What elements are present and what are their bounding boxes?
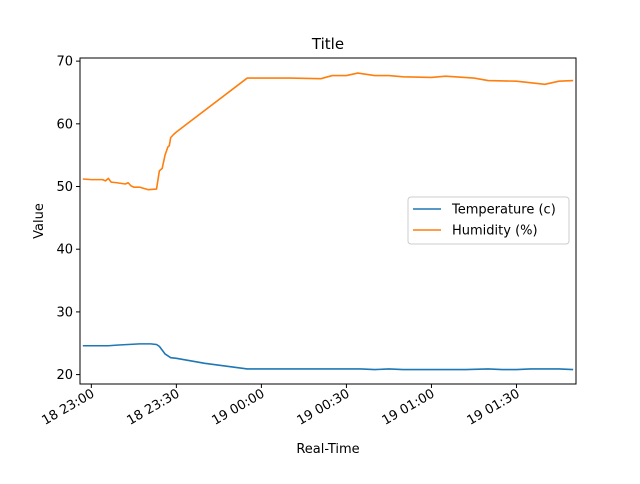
axis-labels-layer: Real-Time Value bbox=[32, 203, 360, 457]
chart-title-layer: Title bbox=[311, 35, 344, 53]
y-tick-label: 60 bbox=[56, 117, 73, 132]
x-tick-label: 18 23:00 bbox=[39, 386, 97, 428]
legend: Temperature (c) Humidity (%) bbox=[407, 196, 570, 245]
legend-label-0: Temperature (c) bbox=[451, 203, 556, 218]
x-tick-label: 18 23:30 bbox=[125, 386, 183, 428]
legend-label-1: Humidity (%) bbox=[452, 224, 538, 239]
y-tick-label: 40 bbox=[56, 243, 73, 258]
y-tick-label: 20 bbox=[56, 368, 73, 383]
x-tick-label: 19 00:30 bbox=[295, 386, 353, 428]
legend-box bbox=[407, 196, 570, 245]
y-axis-label: Value bbox=[32, 203, 47, 239]
chart-title: Title bbox=[311, 35, 344, 53]
x-tick-label: 19 01:30 bbox=[465, 386, 523, 428]
series-line-0 bbox=[82, 343, 574, 371]
series-layer bbox=[82, 72, 574, 371]
series-line-1 bbox=[82, 72, 574, 191]
plot-frame bbox=[79, 57, 577, 385]
x-tick-label: 19 00:00 bbox=[210, 386, 268, 428]
y-tick-label: 50 bbox=[56, 180, 73, 195]
y-tick-label: 70 bbox=[56, 55, 73, 70]
y-tick-label: 30 bbox=[56, 305, 73, 320]
x-axis-label: Real-Time bbox=[296, 442, 359, 457]
x-tick-label: 19 01:00 bbox=[380, 386, 438, 428]
